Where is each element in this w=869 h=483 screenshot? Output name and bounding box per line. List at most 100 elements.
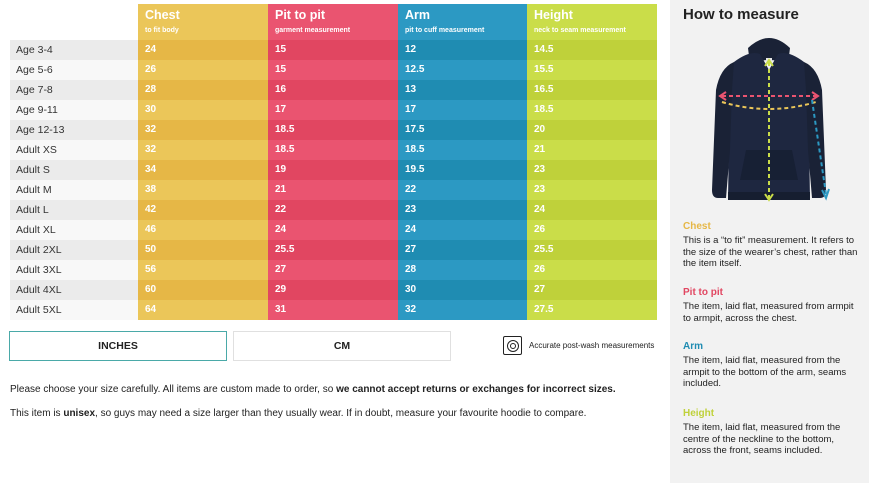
header-chest: Chest to fit body: [138, 4, 268, 40]
returns-note-text: Please choose your size carefully. All i…: [10, 384, 337, 395]
arm-value: 27: [398, 240, 527, 260]
inches-button[interactable]: INCHES: [9, 331, 227, 361]
chest-value: 56: [138, 260, 268, 280]
arm-value: 22: [398, 180, 527, 200]
table-row: Age 3-4 24 15 12 14.5: [10, 40, 657, 60]
height-value: 23: [527, 160, 657, 180]
pit-value: 16: [268, 80, 398, 100]
height-value: 18.5: [527, 100, 657, 120]
table-row: Age 9-11 30 17 17 18.5: [10, 100, 657, 120]
table-row: Adult 5XL 64 31 32 27.5: [10, 300, 657, 320]
arm-value: 30: [398, 280, 527, 300]
header-blank: [10, 4, 138, 40]
arm-value: 32: [398, 300, 527, 320]
pit-value: 31: [268, 300, 398, 320]
pit-value: 25.5: [268, 240, 398, 260]
size-label: Adult M: [10, 180, 138, 200]
height-value: 16.5: [527, 80, 657, 100]
size-label: Adult 5XL: [10, 300, 138, 320]
pit-value: 17: [268, 100, 398, 120]
arm-value: 17: [398, 100, 527, 120]
cm-button[interactable]: CM: [233, 331, 451, 361]
pit-value: 21: [268, 180, 398, 200]
unisex-note: This item is unisex, so guys may need a …: [10, 407, 670, 420]
hoodie-measurement-diagram: [712, 38, 830, 202]
table-row: Adult XL 46 24 24 26: [10, 220, 657, 240]
size-label: Adult 3XL: [10, 260, 138, 280]
table-row: Adult S 34 19 19.5 23: [10, 160, 657, 180]
table-row: Age 12-13 32 18.5 17.5 20: [10, 120, 657, 140]
pit-value: 19: [268, 160, 398, 180]
chest-value: 28: [138, 80, 268, 100]
height-value: 27.5: [527, 300, 657, 320]
size-notes: Please choose your size carefully. All i…: [10, 383, 670, 431]
header-arm: Arm pit to cuff measurement: [398, 4, 527, 40]
header-pit-title: Pit to pit: [275, 8, 325, 22]
chest-value: 34: [138, 160, 268, 180]
measure-chest-title: Chest: [683, 221, 711, 232]
chest-value: 64: [138, 300, 268, 320]
size-label: Adult XS: [10, 140, 138, 160]
height-value: 20: [527, 120, 657, 140]
header-arm-sub: pit to cuff measurement: [405, 27, 485, 34]
header-chest-title: Chest: [145, 8, 180, 22]
height-value: 27: [527, 280, 657, 300]
measure-chest-text: This is a “to fit” measurement. It refer…: [683, 235, 858, 269]
how-to-measure-title: How to measure: [683, 6, 799, 23]
unisex-note-pre: This item is: [10, 408, 64, 419]
arm-value: 24: [398, 220, 527, 240]
size-label: Adult L: [10, 200, 138, 220]
header-height-sub: neck to seam measurement: [534, 27, 626, 34]
chest-value: 26: [138, 60, 268, 80]
height-value: 26: [527, 260, 657, 280]
unisex-note-bold: unisex: [63, 408, 96, 419]
pit-value: 22: [268, 200, 398, 220]
table-row: Adult 2XL 50 25.5 27 25.5: [10, 240, 657, 260]
size-chart-table: Chest to fit body Pit to pit garment mea…: [10, 4, 657, 320]
returns-note: Please choose your size carefully. All i…: [10, 383, 670, 396]
header-height-title: Height: [534, 8, 573, 22]
chest-value: 32: [138, 140, 268, 160]
header-chest-sub: to fit body: [145, 27, 179, 34]
arm-value: 17.5: [398, 120, 527, 140]
chest-value: 60: [138, 280, 268, 300]
height-value: 23: [527, 180, 657, 200]
measure-pit: Pit to pit The item, laid flat, measured…: [683, 287, 858, 324]
table-row: Adult 3XL 56 27 28 26: [10, 260, 657, 280]
size-label: Age 9-11: [10, 100, 138, 120]
header-pit: Pit to pit garment measurement: [268, 4, 398, 40]
chest-value: 42: [138, 200, 268, 220]
height-value: 24: [527, 200, 657, 220]
chest-value: 50: [138, 240, 268, 260]
pit-value: 18.5: [268, 120, 398, 140]
arm-value: 12: [398, 40, 527, 60]
table-row: Adult XS 32 18.5 18.5 21: [10, 140, 657, 160]
measure-height: Height The item, laid flat, measured fro…: [683, 408, 858, 457]
height-value: 14.5: [527, 40, 657, 60]
table-row: Adult 4XL 60 29 30 27: [10, 280, 657, 300]
size-label: Adult XL: [10, 220, 138, 240]
arm-value: 18.5: [398, 140, 527, 160]
post-wash-note: Accurate post-wash measurements: [503, 336, 654, 355]
chest-value: 30: [138, 100, 268, 120]
how-to-measure-panel: How to measure Chest This is a “to fit” …: [670, 0, 869, 483]
chest-value: 46: [138, 220, 268, 240]
table-body: Age 3-4 24 15 12 14.5 Age 5-6 26 15 12.5 15.5 Age …: [10, 40, 657, 320]
pit-value: 29: [268, 280, 398, 300]
post-wash-label: Accurate post-wash measurements: [529, 341, 655, 350]
chest-value: 38: [138, 180, 268, 200]
measure-arm-title: Arm: [683, 341, 704, 352]
table-row: Age 5-6 26 15 12.5 15.5: [10, 60, 657, 80]
measure-height-title: Height: [683, 408, 715, 419]
table-row: Adult L 42 22 23 24: [10, 200, 657, 220]
pit-value: 24: [268, 220, 398, 240]
header-arm-title: Arm: [405, 8, 431, 22]
size-label: Adult 2XL: [10, 240, 138, 260]
table-row: Adult M 38 21 22 23: [10, 180, 657, 200]
arm-value: 28: [398, 260, 527, 280]
size-label: Age 7-8: [10, 80, 138, 100]
measure-pit-title: Pit to pit: [683, 287, 723, 298]
table-header: Chest to fit body Pit to pit garment mea…: [10, 4, 657, 40]
washing-machine-icon: [503, 336, 522, 355]
measure-arm: Arm The item, laid flat, measured from t…: [683, 341, 858, 390]
